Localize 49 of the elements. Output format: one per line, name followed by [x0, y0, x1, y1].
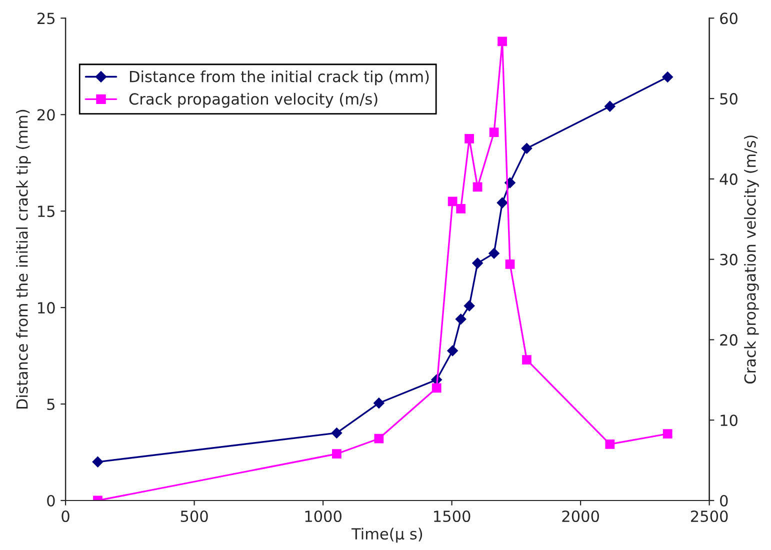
y-tick-label: 25	[37, 12, 54, 24]
x-tick-label: 2500	[691, 510, 728, 522]
legend-label: Crack propagation velocity (m/s)	[129, 92, 378, 108]
point	[498, 36, 507, 46]
point	[522, 355, 532, 364]
y2-tick-label: 60	[720, 12, 738, 24]
x-tick-label: 2000	[562, 510, 599, 522]
point	[604, 100, 616, 112]
y-tick-label: 5	[47, 398, 54, 410]
y-tick-label: 10	[38, 302, 55, 314]
point	[605, 440, 615, 449]
point	[455, 314, 466, 325]
point	[447, 345, 458, 356]
x-tick-label: 1000	[305, 510, 342, 522]
point	[521, 142, 532, 154]
point	[464, 300, 475, 312]
point	[432, 383, 442, 393]
y2-axis-title: Crack propagation velocity (m/s)	[744, 136, 759, 384]
y2-tick-label: 0	[720, 494, 728, 507]
legend-label: Distance from the initial crack tip (mm)	[130, 70, 429, 86]
point	[374, 398, 384, 408]
point	[662, 72, 674, 82]
y-tick-label: 0	[47, 494, 55, 507]
point	[496, 197, 508, 208]
x-tick-label: 0	[62, 510, 70, 522]
point	[472, 182, 482, 192]
point	[662, 429, 672, 438]
point	[92, 456, 104, 468]
x-axis-title: Time(μ s)	[351, 528, 422, 543]
x-tick-label: 500	[180, 510, 208, 522]
point	[489, 128, 499, 137]
y2-tick-label: 50	[720, 93, 738, 105]
point	[331, 428, 342, 438]
x-tick-label: 1500	[434, 510, 470, 522]
point	[456, 204, 466, 214]
point	[374, 434, 384, 444]
y-tick-label: 20	[37, 109, 55, 121]
y2-tick-label: 30	[720, 254, 738, 266]
point	[505, 259, 515, 269]
y-axis-title: Distance from the initial crack tip (mm)	[16, 110, 31, 409]
y2-tick-label: 20	[720, 334, 738, 346]
y2-tick-label: 40	[720, 173, 738, 185]
point	[464, 134, 474, 144]
point	[332, 449, 342, 459]
point	[488, 248, 500, 259]
y2-tick-label: 10	[720, 414, 738, 426]
y-tick-label: 15	[38, 206, 54, 218]
point	[448, 196, 458, 206]
point	[472, 258, 483, 269]
